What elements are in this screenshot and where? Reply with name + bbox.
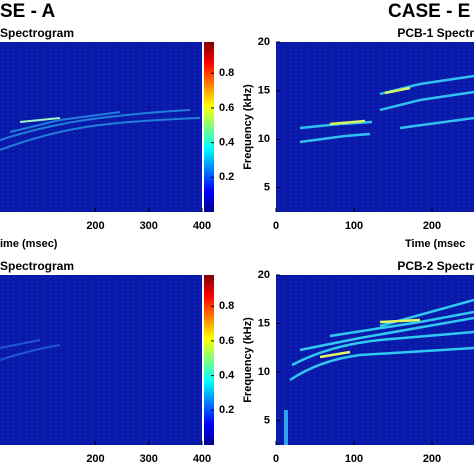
x-tick-label: 0	[273, 453, 279, 465]
y-tick-label: 5	[264, 415, 270, 427]
colorbar-tick-label: 0.4	[219, 370, 235, 382]
y-axis-label: Frequency (kHz)	[242, 317, 254, 403]
y-tick-label: 15	[258, 317, 270, 329]
x-tick-label: 100	[345, 453, 363, 465]
x-axis-label: Time (msec	[405, 238, 465, 250]
x-tick-label: 300	[140, 220, 158, 232]
x-tick-label: 0	[273, 220, 279, 232]
colorbar-tick-label: 0.2	[219, 171, 234, 183]
y-tick-label: 20	[258, 269, 270, 281]
colorbar-tick-label: 0.6	[219, 102, 234, 114]
colorbar-tick-label: 0.6	[219, 335, 234, 347]
x-tick-label: 400	[193, 220, 211, 232]
y-tick-label: 15	[258, 84, 270, 96]
y-tick-label: 10	[258, 366, 270, 378]
x-tick-label: 400	[193, 453, 211, 465]
panel-title: PCB-2 Spectr	[397, 259, 474, 273]
y-tick-label: 20	[258, 36, 270, 48]
case-label: SE - A	[0, 1, 56, 22]
x-tick-label: 200	[423, 453, 441, 465]
colorbar	[204, 42, 214, 212]
x-tick-label: 300	[140, 453, 158, 465]
x-axis-label: ime (msec)	[0, 238, 58, 250]
x-tick-label: 200	[86, 220, 104, 232]
panel-title: Spectrogram	[0, 26, 74, 40]
colorbar-tick-label: 0.8	[219, 300, 234, 312]
y-axis-label: Frequency (kHz)	[242, 84, 254, 170]
colorbar-tick-label: 0.4	[219, 137, 235, 149]
y-tick-label: 5	[264, 182, 270, 194]
colorbar	[204, 275, 214, 445]
colorbar-tick-label: 0.2	[219, 404, 234, 416]
spectrogram-image	[0, 42, 474, 445]
x-tick-label: 100	[345, 220, 363, 232]
x-tick-label: 200	[86, 453, 104, 465]
panel-title: Spectrogram	[0, 259, 74, 273]
colorbar-tick-label: 0.8	[219, 67, 234, 79]
x-tick-label: 200	[423, 220, 441, 232]
case-label: CASE - E	[388, 1, 470, 22]
panel-title: PCB-1 Spectr	[397, 26, 474, 40]
y-tick-label: 10	[258, 133, 270, 145]
